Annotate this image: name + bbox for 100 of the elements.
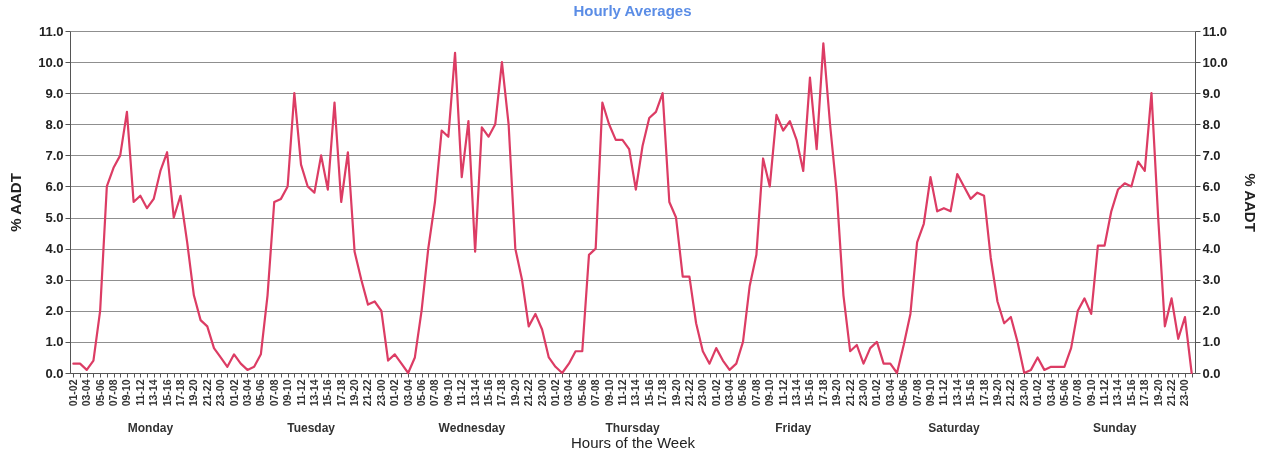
- x-tick-label: 01-02: [388, 379, 401, 407]
- y2-tick-label: 10.0: [1202, 54, 1228, 70]
- x-tick-label: 13-14: [1111, 379, 1124, 407]
- x-tick-label: 17-18: [656, 379, 669, 407]
- y-tick-label: 4.0: [45, 241, 64, 257]
- x-tick-label: 23-00: [374, 379, 387, 407]
- x-tick-label: 21-22: [1165, 379, 1178, 407]
- x-tick-label: 23-00: [696, 379, 709, 407]
- x-tick-label: 15-16: [321, 379, 334, 407]
- x-tick-label: 05-06: [1057, 379, 1070, 407]
- y-tick-label: 9.0: [45, 85, 64, 101]
- x-tick-label: 19-20: [1151, 379, 1164, 407]
- x-tick-label: 21-22: [1004, 379, 1017, 407]
- x-tick-label: 19-20: [669, 379, 682, 407]
- x-tick-label: 13-14: [307, 379, 320, 407]
- x-tick-label: 13-14: [790, 379, 803, 407]
- x-tick-label: 15-16: [1124, 379, 1137, 407]
- y2-tick-label: 1.0: [1202, 334, 1221, 350]
- x-tick-label: 19-20: [990, 379, 1003, 407]
- x-tick-label: 01-02: [548, 379, 561, 407]
- y-tick-label: 2.0: [45, 303, 64, 319]
- x-tick-label: 17-18: [334, 379, 347, 407]
- x-tick-label: 19-20: [830, 379, 843, 407]
- x-tick-label: 11-12: [615, 379, 628, 406]
- x-tick-label: 07-08: [1071, 379, 1084, 407]
- x-tick-label: 13-14: [468, 379, 481, 407]
- x-tick-label: 05-06: [415, 379, 428, 407]
- x-tick-label: 05-06: [736, 379, 749, 407]
- x-tick-label: 07-08: [749, 379, 762, 407]
- text: Sunday: [1093, 421, 1137, 435]
- text: Monday: [127, 421, 174, 435]
- x-tick-label: 23-00: [857, 379, 870, 407]
- x-tick-label: 09-10: [923, 379, 936, 407]
- x-tick-label: 11-12: [776, 379, 789, 406]
- y-tick-label: 0.0: [45, 365, 64, 381]
- x-tick-label: 05-06: [93, 379, 106, 407]
- x-tick-label: 15-16: [642, 379, 655, 407]
- y-tick-label: 6.0: [45, 178, 64, 194]
- x-tick-label: 07-08: [267, 379, 280, 407]
- x-tick-label: 11-12: [937, 379, 950, 406]
- x-tick-label: 21-22: [843, 379, 856, 407]
- y-tick-label: 3.0: [45, 272, 64, 288]
- y2-tick-label: 0.0: [1202, 365, 1221, 381]
- x-tick-label: 17-18: [495, 379, 508, 407]
- x-tick-label: 07-08: [428, 379, 441, 407]
- y2-tick-label: 2.0: [1202, 303, 1221, 319]
- x-tick-label: 13-14: [629, 379, 642, 407]
- x-tick-label: 17-18: [173, 379, 186, 407]
- x-tick-label: 21-22: [361, 379, 374, 407]
- x-tick-label: 07-08: [910, 379, 923, 407]
- x-tick-label: 23-00: [1178, 379, 1191, 407]
- x-tick-label: 05-06: [254, 379, 267, 407]
- x-tick-label: 13-14: [147, 379, 160, 407]
- x-tick-label: 09-10: [1084, 379, 1097, 407]
- x-tick-label: 09-10: [763, 379, 776, 407]
- y2-tick-label: 11.0: [1202, 23, 1228, 39]
- text: Tuesday: [287, 421, 336, 435]
- x-tick-label: 23-00: [214, 379, 227, 407]
- y2-tick-label: 7.0: [1202, 147, 1221, 163]
- y2-tick-label: 5.0: [1202, 210, 1221, 226]
- x-tick-label: 03-04: [240, 379, 253, 407]
- x-tick-label: 03-04: [883, 379, 896, 407]
- y2-axis-title: % AADT: [1241, 173, 1259, 232]
- x-tick-label: 01-02: [1031, 379, 1044, 407]
- x-tick-label: 23-00: [535, 379, 548, 407]
- x-tick-label: 11-12: [1098, 379, 1111, 406]
- x-tick-label: 15-16: [964, 379, 977, 407]
- x-tick-label: 19-20: [508, 379, 521, 407]
- x-tick-label: 01-02: [66, 379, 79, 407]
- x-tick-label: 09-10: [441, 379, 454, 407]
- x-tick-label: 03-04: [401, 379, 414, 407]
- x-tick-label: 13-14: [950, 379, 963, 407]
- text: Thursday: [605, 421, 660, 435]
- y-tick-label: 8.0: [45, 116, 64, 132]
- y-tick-label: 7.0: [45, 147, 64, 163]
- x-tick-label: 21-22: [682, 379, 695, 407]
- x-tick-label: 17-18: [1138, 379, 1151, 407]
- y2-tick-label: 8.0: [1202, 116, 1221, 132]
- y-tick-label: 1.0: [45, 334, 64, 350]
- y-tick-label: 5.0: [45, 210, 64, 226]
- text: Friday: [775, 421, 812, 435]
- x-tick-label: 01-02: [709, 379, 722, 407]
- x-tick-label: 09-10: [120, 379, 133, 407]
- chart-title: Hourly Averages: [573, 2, 692, 19]
- x-tick-label: 03-04: [80, 379, 93, 407]
- x-tick-label: 15-16: [482, 379, 495, 407]
- x-tick-label: 17-18: [977, 379, 990, 407]
- x-tick-label: 19-20: [348, 379, 361, 407]
- y2-tick-label: 3.0: [1202, 272, 1221, 288]
- x-tick-label: 07-08: [589, 379, 602, 407]
- x-tick-label: 15-16: [803, 379, 816, 407]
- x-tick-label: 11-12: [294, 379, 307, 406]
- x-tick-label: 11-12: [133, 379, 146, 406]
- x-tick-label: 09-10: [602, 379, 615, 407]
- x-tick-label: 01-02: [227, 379, 240, 407]
- x-tick-label: 03-04: [723, 379, 736, 407]
- x-tick-label: 21-22: [522, 379, 535, 407]
- y2-tick-label: 6.0: [1202, 178, 1221, 194]
- text: Saturday: [928, 421, 980, 435]
- y-tick-label: 10.0: [38, 54, 64, 70]
